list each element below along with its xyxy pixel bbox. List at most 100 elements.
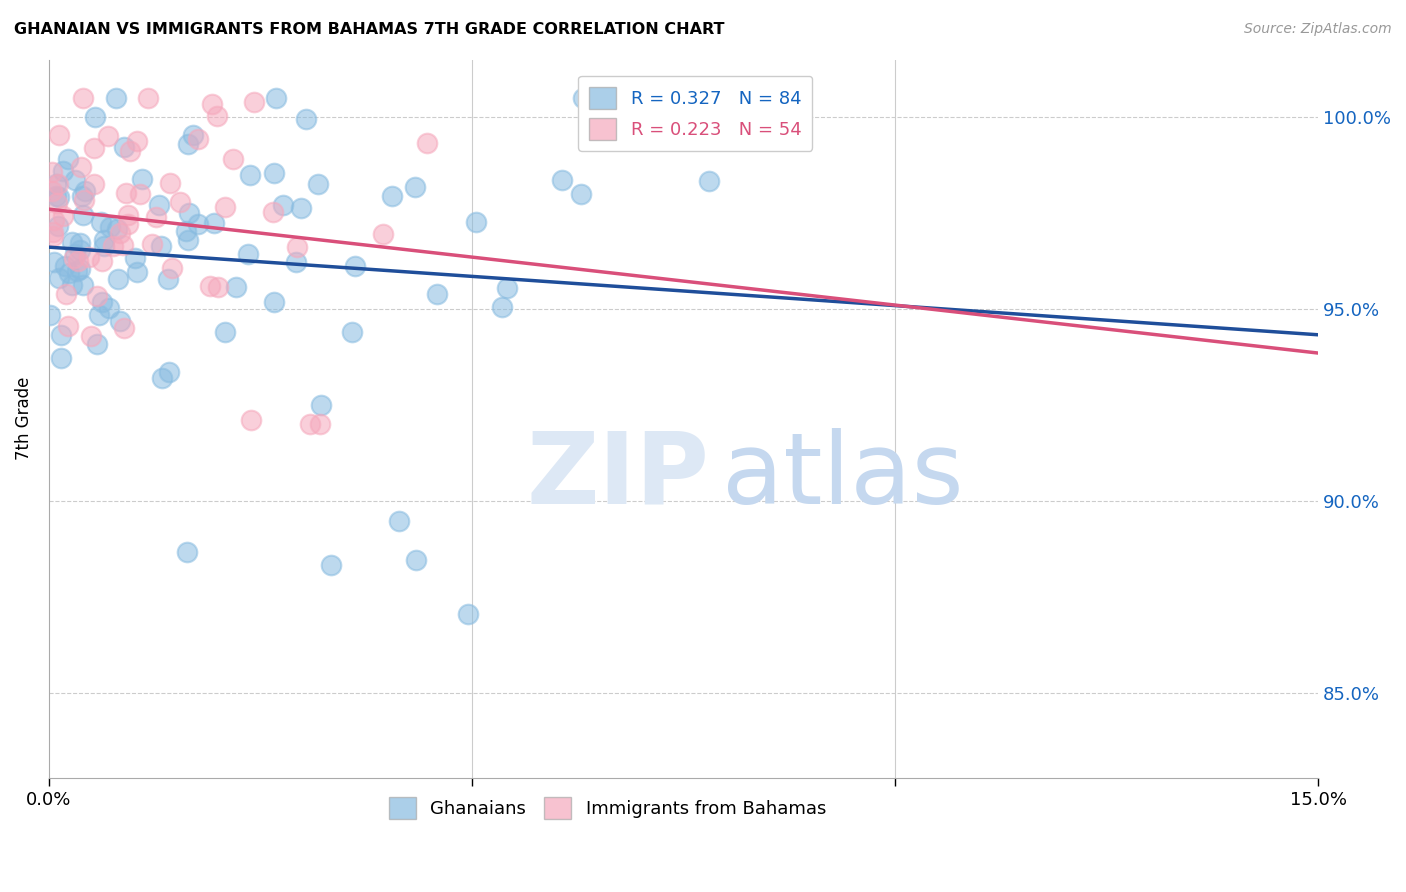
Point — [97, 129, 120, 144]
Point — [307, 177, 329, 191]
Point — [118, 144, 141, 158]
Point — [69, 262, 91, 277]
Point — [42, 229, 65, 244]
Point — [177, 205, 200, 219]
Point — [177, 136, 200, 151]
Point — [112, 140, 135, 154]
Point — [225, 280, 247, 294]
Point — [70, 189, 93, 203]
Point — [150, 370, 173, 384]
Point — [214, 200, 236, 214]
Point — [49, 351, 72, 365]
Point — [44, 255, 66, 269]
Text: ZIP: ZIP — [526, 427, 709, 524]
Point — [149, 238, 172, 252]
Point — [44, 213, 66, 227]
Point — [127, 265, 149, 279]
Text: Source: ZipAtlas.com: Source: ZipAtlas.com — [1244, 22, 1392, 37]
Point — [67, 253, 90, 268]
Point — [125, 134, 148, 148]
Point — [371, 227, 394, 241]
Point — [124, 251, 146, 265]
Point — [90, 295, 112, 310]
Point — [200, 279, 222, 293]
Point — [41, 225, 63, 239]
Point — [309, 399, 332, 413]
Point — [388, 514, 411, 528]
Point — [86, 288, 108, 302]
Point — [295, 112, 318, 126]
Point — [117, 218, 139, 232]
Point — [73, 193, 96, 207]
Point — [55, 286, 77, 301]
Point — [70, 160, 93, 174]
Point — [285, 239, 308, 253]
Point — [101, 239, 124, 253]
Point — [117, 208, 139, 222]
Point — [63, 247, 86, 261]
Point — [45, 189, 67, 203]
Point — [128, 186, 150, 201]
Point — [90, 214, 112, 228]
Point — [60, 235, 83, 250]
Point — [290, 202, 312, 216]
Point — [58, 266, 80, 280]
Point — [299, 417, 322, 431]
Point — [69, 244, 91, 258]
Point — [107, 272, 129, 286]
Point — [264, 91, 287, 105]
Point — [404, 180, 426, 194]
Point — [93, 233, 115, 247]
Point — [160, 261, 183, 276]
Point — [83, 110, 105, 124]
Point — [284, 254, 307, 268]
Point — [112, 321, 135, 335]
Point — [551, 173, 574, 187]
Point — [72, 277, 94, 292]
Y-axis label: 7th Grade: 7th Grade — [15, 377, 32, 460]
Point — [46, 178, 69, 192]
Point — [105, 91, 128, 105]
Point — [83, 141, 105, 155]
Point — [571, 91, 593, 105]
Point — [105, 222, 128, 236]
Point — [176, 545, 198, 559]
Point — [496, 281, 519, 295]
Point — [56, 153, 79, 167]
Point — [145, 210, 167, 224]
Point — [110, 314, 132, 328]
Text: GHANAIAN VS IMMIGRANTS FROM BAHAMAS 7TH GRADE CORRELATION CHART: GHANAIAN VS IMMIGRANTS FROM BAHAMAS 7TH … — [14, 22, 724, 37]
Point — [238, 169, 260, 183]
Point — [309, 417, 332, 431]
Point — [83, 177, 105, 191]
Point — [157, 272, 180, 286]
Point — [52, 209, 75, 223]
Point — [108, 226, 131, 240]
Point — [236, 247, 259, 261]
Point — [48, 189, 70, 203]
Point — [148, 198, 170, 212]
Point — [262, 205, 284, 219]
Point — [49, 328, 72, 343]
Legend: Ghanaians, Immigrants from Bahamas: Ghanaians, Immigrants from Bahamas — [381, 789, 834, 826]
Point — [159, 365, 181, 379]
Point — [426, 286, 449, 301]
Point — [97, 301, 120, 316]
Point — [207, 280, 229, 294]
Point — [263, 166, 285, 180]
Point — [72, 91, 94, 105]
Point — [187, 217, 209, 231]
Point — [187, 132, 209, 146]
Point — [263, 295, 285, 310]
Point — [159, 176, 181, 190]
Point — [63, 172, 86, 186]
Point — [136, 91, 159, 105]
Point — [58, 319, 80, 334]
Point — [66, 264, 89, 278]
Point — [46, 219, 69, 233]
Point — [202, 216, 225, 230]
Point — [46, 196, 69, 211]
Point — [89, 308, 111, 322]
Point — [91, 254, 114, 268]
Point — [38, 308, 60, 322]
